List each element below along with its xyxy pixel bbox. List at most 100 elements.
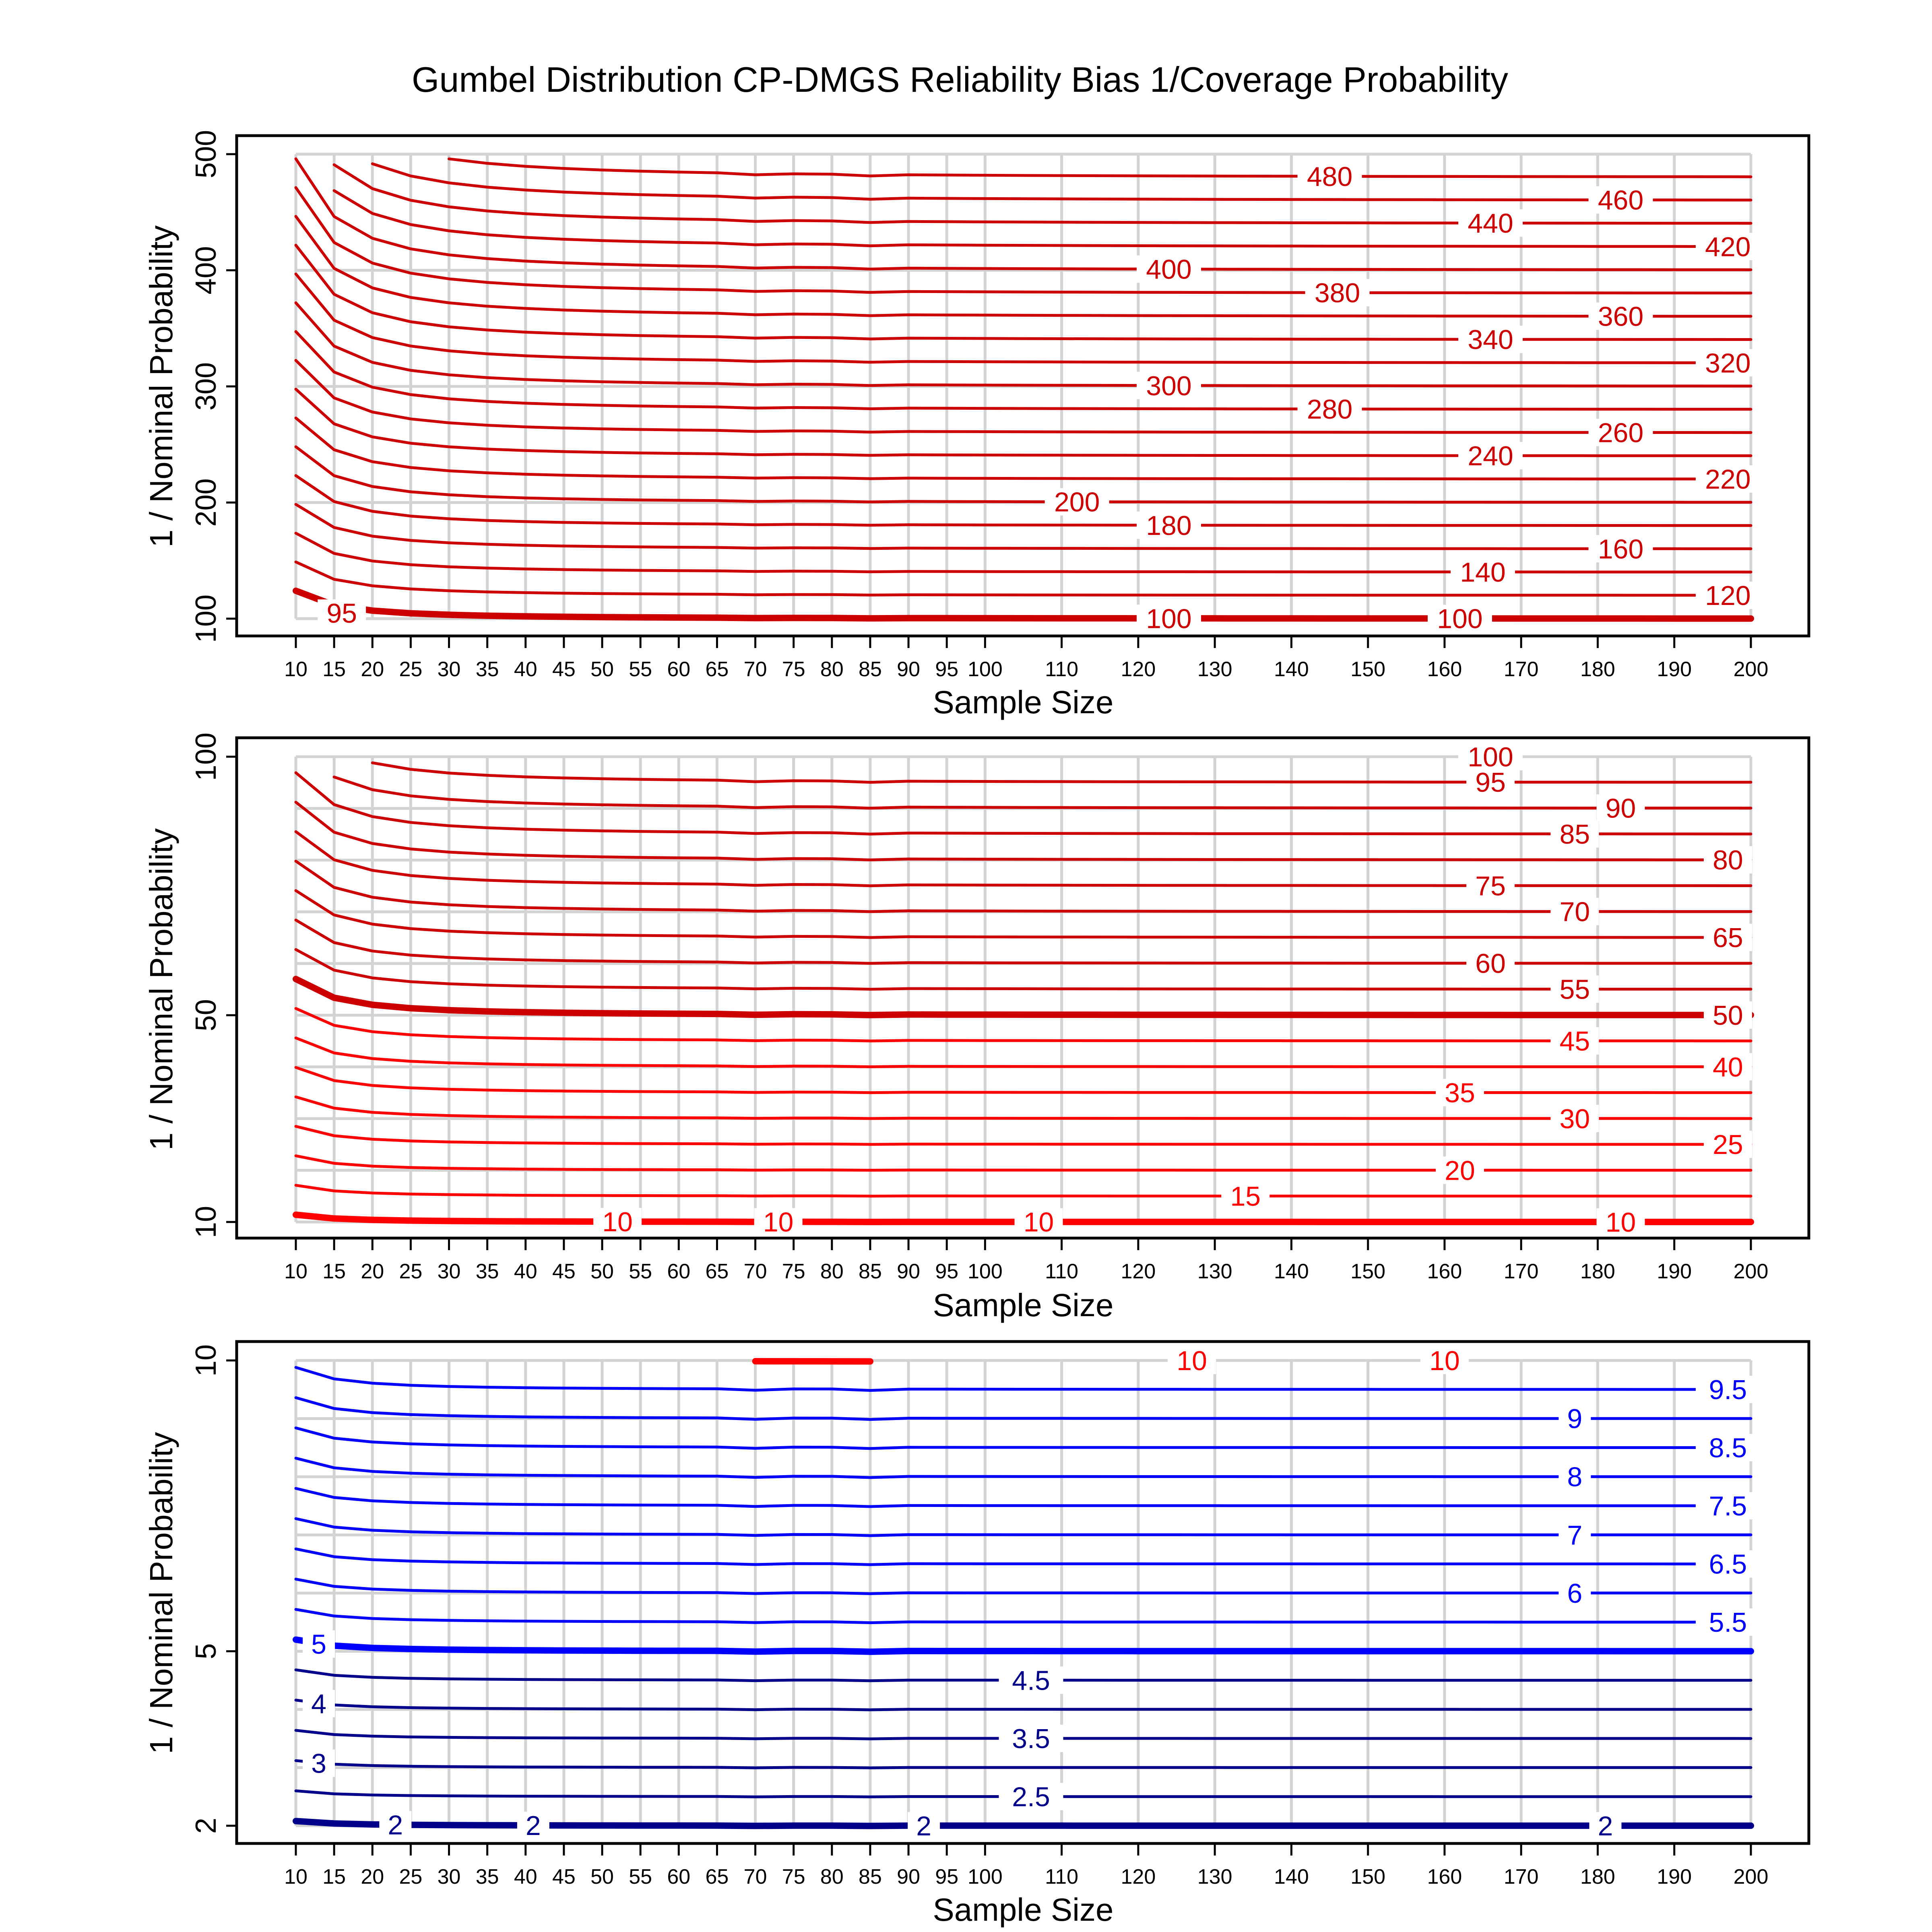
- contour-label: 300: [1146, 371, 1191, 401]
- contour-label: 10: [1024, 1207, 1054, 1238]
- x-tick-label: 80: [820, 658, 844, 681]
- x-tick-label: 150: [1350, 658, 1385, 681]
- x-tick-label: 200: [1734, 1260, 1769, 1283]
- contour-label-bg: [908, 1812, 940, 1839]
- x-tick-label: 75: [782, 658, 805, 681]
- x-tick-label: 45: [552, 658, 576, 681]
- contour-label-bg: [1297, 395, 1362, 423]
- contour-label-bg: [1695, 1608, 1760, 1636]
- x-axis-label: Sample Size: [933, 684, 1113, 720]
- contour-label-bg: [1695, 581, 1760, 609]
- contour-label: 35: [1445, 1077, 1475, 1108]
- y-axis: 2 5 10: [190, 1344, 237, 1834]
- contour-label: 3: [311, 1748, 326, 1779]
- x-tick-label: 50: [590, 658, 614, 681]
- x-axis: 10 15 20 25 30 35 40 45 50 55 60 65 70 75 80 85 90 95 100 1…: [284, 636, 1768, 681]
- contour-label-bg: [1137, 372, 1201, 399]
- panel-top: 1 / Nominal Probability Sample Size 4804…: [143, 130, 1810, 720]
- x-tick-label: 45: [552, 1260, 576, 1283]
- x-tick-label: 60: [667, 1260, 690, 1283]
- contour-label: 5.5: [1709, 1607, 1747, 1638]
- contour-line: [294, 1668, 1752, 1682]
- x-tick-label: 20: [361, 1260, 384, 1283]
- contour-line: [293, 1636, 1754, 1655]
- y-tick-label: 10: [190, 1206, 222, 1238]
- contour-label: 440: [1468, 208, 1513, 239]
- x-tick-label: 30: [438, 658, 461, 681]
- contour-line: [294, 1789, 1752, 1798]
- contour-line: [294, 359, 1752, 434]
- x-tick-label: 15: [322, 1865, 346, 1889]
- contour-line: [294, 830, 1752, 888]
- x-tick-label: 200: [1734, 1865, 1769, 1889]
- contour-label: 180: [1146, 510, 1191, 541]
- contour-label: 3.5: [1012, 1724, 1050, 1754]
- contour-label-bg: [1558, 1463, 1591, 1490]
- contour-line: [294, 474, 1752, 527]
- contour-label: 80: [1713, 845, 1743, 875]
- contour-label: 140: [1460, 557, 1505, 588]
- x-tick-label: 25: [399, 658, 422, 681]
- contour-line: [294, 948, 1752, 991]
- contour-label: 2: [916, 1811, 931, 1841]
- x-tick-label: 75: [782, 1260, 805, 1283]
- contour-line: [294, 532, 1752, 574]
- x-tick-label: 140: [1274, 658, 1309, 681]
- contour-label-bg: [593, 1208, 642, 1236]
- contour-label: 280: [1307, 394, 1352, 425]
- x-tick-label: 10: [284, 1865, 308, 1889]
- contour-label: 75: [1475, 871, 1506, 901]
- contour-label-bg: [754, 1208, 803, 1236]
- x-tick-label: 160: [1427, 658, 1462, 681]
- contour-label-bg: [1550, 1104, 1599, 1132]
- contour-label-bg: [999, 1724, 1063, 1752]
- x-tick-label: 100: [968, 658, 1003, 681]
- contour-label-bg: [1458, 442, 1523, 470]
- x-tick-label: 130: [1197, 1865, 1232, 1889]
- contour-label-bg: [1703, 1053, 1752, 1081]
- x-tick-label: 110: [1045, 1260, 1078, 1283]
- contour-line: [294, 272, 1752, 364]
- contour-line: [294, 771, 1752, 836]
- x-tick-label: 70: [744, 1865, 767, 1889]
- x-tick-label: 75: [782, 1865, 805, 1889]
- contour-line: [294, 1125, 1752, 1146]
- contour-label-bg: [1221, 1182, 1270, 1210]
- contour-label: 30: [1560, 1104, 1590, 1134]
- x-tick-label: 25: [399, 1260, 422, 1283]
- x-tick-label: 80: [820, 1865, 844, 1889]
- contour-label: 8: [1567, 1462, 1582, 1492]
- contour-line: [294, 1007, 1752, 1042]
- contour-label: 9: [1567, 1404, 1582, 1434]
- x-tick-label: 85: [859, 1865, 882, 1889]
- contour-label: 7.5: [1709, 1491, 1747, 1521]
- contour-label-bg: [1596, 794, 1645, 822]
- contour-label-bg: [1695, 349, 1760, 377]
- contour-line: [371, 761, 1752, 784]
- contour-line: [294, 1699, 1752, 1711]
- contour-label: 40: [1713, 1052, 1743, 1082]
- contour-line: [294, 1036, 1752, 1068]
- contour-lines: [293, 1358, 1754, 1829]
- contour-label: 10: [602, 1207, 633, 1237]
- contour-label: 380: [1315, 278, 1360, 308]
- contour-label-bg: [1451, 558, 1515, 586]
- contour-label: 220: [1705, 464, 1750, 495]
- panel-middle: 1 / Nominal Probability Sample Size 1009…: [143, 733, 1810, 1323]
- contour-line: [332, 189, 1752, 248]
- y-tick-label: 50: [190, 999, 222, 1031]
- contour-label-bg: [1695, 1550, 1760, 1578]
- contour-label: 260: [1598, 417, 1643, 448]
- x-tick-label: 60: [667, 1865, 690, 1889]
- contour-line: [294, 1426, 1752, 1450]
- contour-line: [294, 1547, 1752, 1566]
- contour-line: [294, 157, 1752, 271]
- contour-label: 45: [1560, 1026, 1590, 1057]
- y-tick-label: 200: [190, 478, 222, 526]
- contour-label-bg: [318, 599, 366, 627]
- contour-label-bg: [1466, 768, 1515, 796]
- contour-line: [294, 1759, 1752, 1769]
- x-tick-label: 110: [1045, 658, 1078, 681]
- contour-line: [294, 417, 1752, 481]
